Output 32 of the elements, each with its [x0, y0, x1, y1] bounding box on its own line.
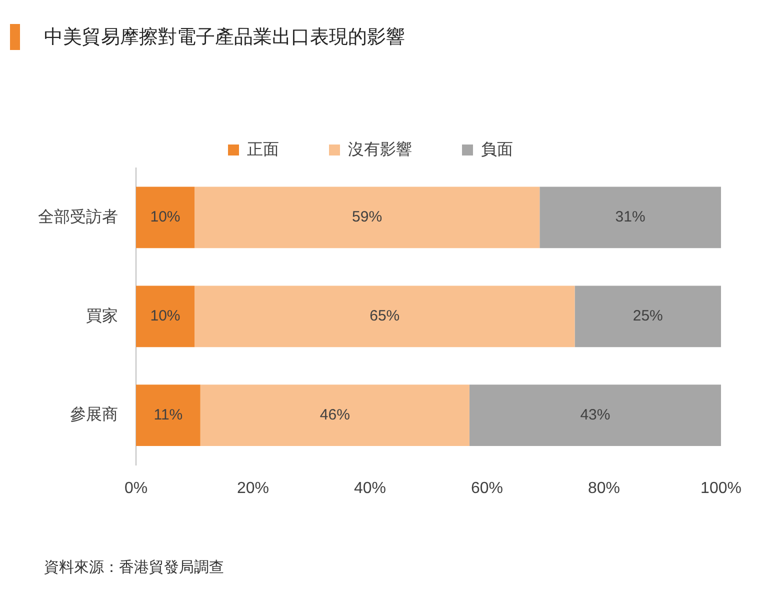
y-tick-label: 參展商 — [70, 406, 118, 424]
data-label: 11% — [154, 406, 183, 424]
data-label: 46% — [320, 406, 350, 424]
data-label: 59% — [352, 208, 382, 226]
bar — [136, 384, 200, 446]
legend-label: 負面 — [481, 141, 513, 158]
x-tick-label: 60% — [470, 480, 504, 497]
bar — [469, 384, 721, 446]
bar — [194, 286, 575, 348]
bar — [574, 286, 721, 348]
x-tick-label: 80% — [588, 480, 620, 497]
legend-label: 正面 — [247, 141, 279, 158]
data-label: 65% — [370, 308, 400, 325]
legend-label: 沒有影響 — [348, 140, 412, 158]
x-tick-label: 0% — [124, 480, 148, 497]
bar — [200, 384, 470, 446]
data-label: 10% — [150, 208, 180, 226]
data-label: 10% — [150, 308, 180, 325]
bar — [194, 186, 540, 248]
x-tick-label: 40% — [354, 480, 386, 497]
x-tick-label: 100% — [700, 480, 742, 497]
bar — [540, 186, 721, 248]
y-tick-label: 買家 — [86, 306, 118, 325]
bar — [136, 286, 194, 348]
y-tick-label: 全部受訪者 — [38, 208, 118, 226]
source-note: 資料來源：香港貿發局調查 — [44, 558, 224, 577]
data-label: 43% — [580, 406, 610, 424]
data-label: 31% — [615, 208, 646, 226]
data-label: 25% — [632, 308, 663, 325]
bar — [136, 186, 194, 248]
x-tick-label: 20% — [236, 480, 270, 497]
chart-title: 中美貿易摩擦對電子產品業出口表現的影響 — [44, 26, 405, 50]
